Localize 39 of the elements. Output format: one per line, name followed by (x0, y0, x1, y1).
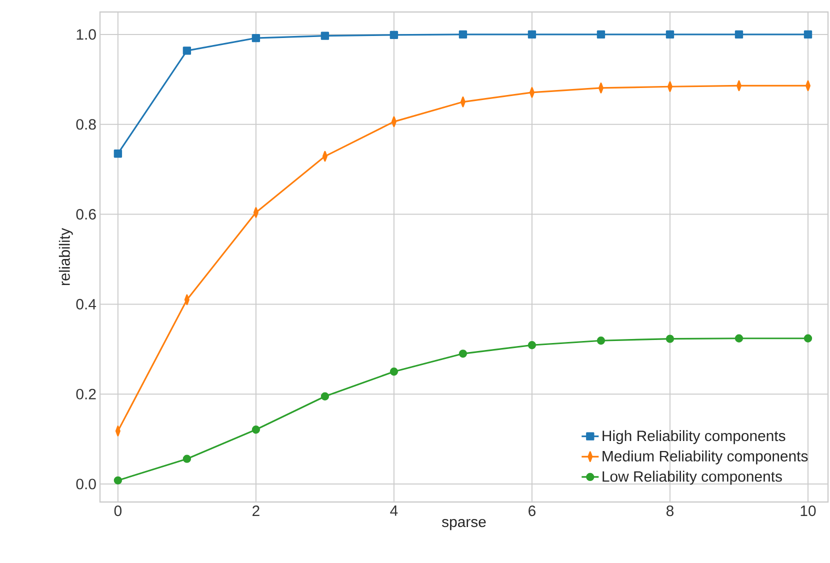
y-tick-label: 0.2 (76, 388, 96, 400)
point (114, 150, 122, 158)
legend-label: Medium Reliability components (602, 450, 808, 464)
x-tick-label: 0 (114, 506, 122, 516)
point (252, 426, 260, 434)
x-axis-title: sparse (442, 518, 486, 530)
point (252, 34, 260, 42)
x-tick-label: 2 (252, 506, 260, 516)
point (528, 341, 536, 350)
y-tick-label: 0.0 (76, 478, 96, 490)
x-tick-label: 10 (800, 506, 816, 516)
point (458, 30, 468, 39)
x-tick-label: 4 (390, 506, 398, 516)
legend-label: High Reliability components (602, 430, 786, 444)
y-tick-label: 0.8 (76, 119, 96, 130)
y-tick-label: 0.4 (76, 298, 96, 310)
point (596, 30, 606, 39)
point (390, 30, 398, 40)
point (114, 476, 122, 485)
point (528, 30, 536, 39)
point (182, 454, 192, 463)
point (182, 46, 192, 55)
point (458, 350, 468, 358)
point (390, 368, 398, 376)
point (320, 392, 330, 400)
point (734, 334, 744, 342)
point (666, 30, 674, 39)
point (804, 334, 812, 342)
legend-label: Low Reliability components (602, 470, 782, 485)
y-tick-label: 1.0 (76, 29, 96, 40)
y-axis-title: reliability (58, 228, 73, 286)
y-tick-label: 0.6 (76, 208, 96, 220)
point (666, 334, 674, 343)
point (320, 32, 330, 40)
point (734, 30, 744, 39)
x-tick-label: 6 (528, 506, 536, 516)
point (804, 30, 812, 39)
x-tick-label: 8 (666, 506, 674, 516)
point (596, 336, 606, 345)
